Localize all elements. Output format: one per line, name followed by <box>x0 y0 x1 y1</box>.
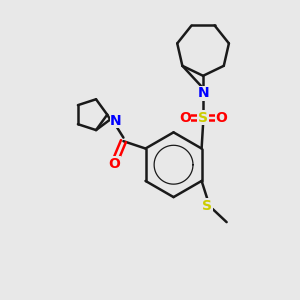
Text: O: O <box>109 157 121 171</box>
Text: O: O <box>215 111 227 124</box>
Text: N: N <box>197 86 209 100</box>
Text: S: S <box>198 111 208 124</box>
Text: O: O <box>179 111 191 124</box>
Text: S: S <box>202 199 212 213</box>
Text: N: N <box>110 114 122 128</box>
